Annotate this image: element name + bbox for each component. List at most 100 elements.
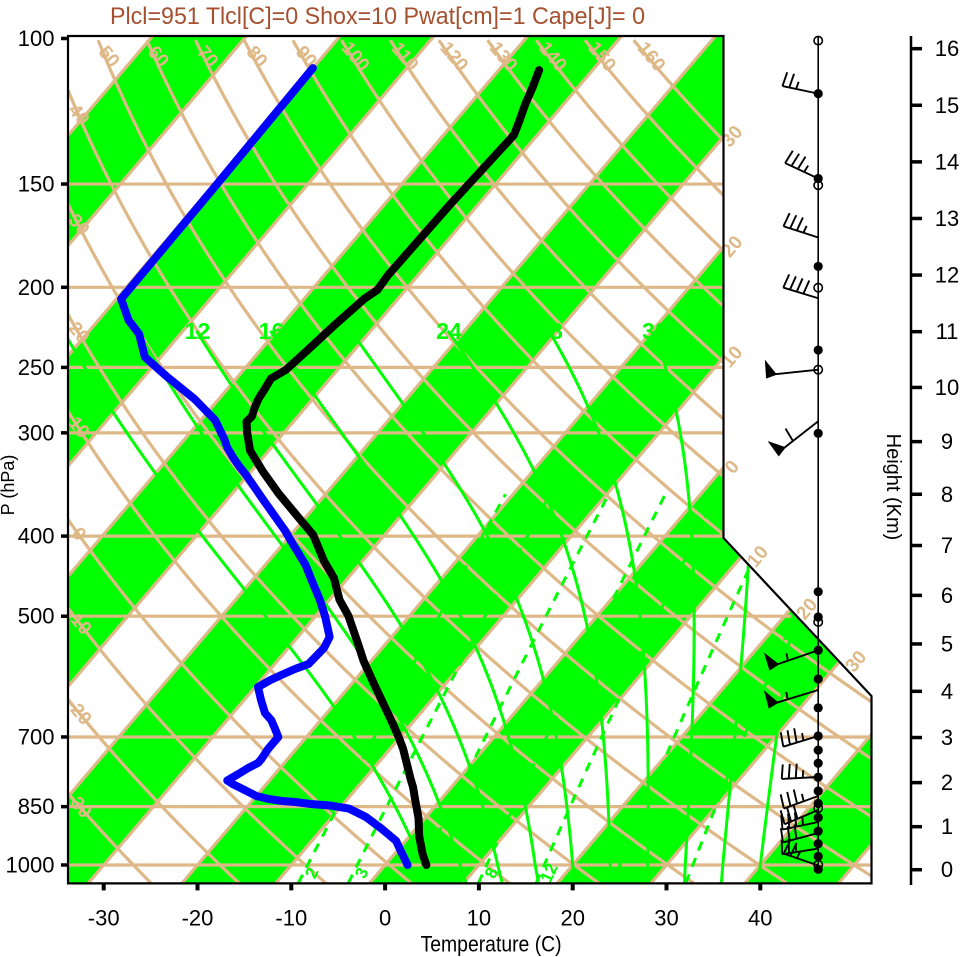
wind-barb-full-tick <box>780 815 784 830</box>
wind-barb-half-tick <box>795 81 800 90</box>
mixing-ratio-line <box>346 493 552 884</box>
height-tick-label: 7 <box>941 533 953 558</box>
level-circle <box>813 616 824 627</box>
wind-barb-shaft <box>783 420 819 449</box>
dry-adiabat-line <box>242 39 872 884</box>
isotherm-line <box>68 36 437 884</box>
level-circle <box>813 803 824 814</box>
wind-barb-full-tick <box>802 280 811 295</box>
height-tick-label: 16 <box>935 36 959 61</box>
wind-barb <box>782 212 819 239</box>
wind-barb-full-tick <box>793 812 798 827</box>
wind-barb <box>784 150 819 180</box>
wind-barb-full-tick <box>797 156 807 170</box>
height-tick-label: 2 <box>941 770 953 795</box>
isotherm-line <box>68 36 250 884</box>
height-tick-label: 8 <box>941 482 953 507</box>
moist-adiabat-line <box>547 330 650 884</box>
level-dot <box>813 428 823 438</box>
sounding-curves <box>117 64 544 869</box>
wind-barb-pennant <box>763 690 779 709</box>
height-axis-title: Height (Km) <box>882 434 904 541</box>
dry-adiabat-line <box>68 39 695 884</box>
wind-barb <box>781 72 819 95</box>
dry-adiabat-line <box>68 39 511 884</box>
level-dot <box>813 745 823 755</box>
wind-barb-full-tick <box>782 212 791 227</box>
wind-barb-full-tick <box>779 810 786 825</box>
level-dot <box>813 173 823 184</box>
pressure-tick-label: 100 <box>18 26 55 51</box>
wind-barb-half-tick <box>796 851 802 859</box>
wind-barb-shaft <box>784 809 819 826</box>
height-tick-label: 14 <box>935 149 959 174</box>
wind-barb-pennant <box>763 652 780 671</box>
wind-barb-half-tick <box>785 653 789 661</box>
moist-adiabat-label: 28 <box>537 318 563 344</box>
frame-outline <box>66 34 873 885</box>
wind-barb-full-tick <box>781 72 789 87</box>
level-dot <box>813 851 823 861</box>
wind-barb <box>782 273 819 300</box>
wind-barb-full-tick <box>795 278 804 293</box>
height-tick-label: 9 <box>941 429 953 454</box>
height-tick-label: 3 <box>941 725 953 750</box>
wind-barb-full-tick <box>787 813 791 829</box>
wind-barb-column <box>763 35 824 874</box>
wind-barb-full-tick <box>789 214 798 229</box>
level-dot <box>813 731 823 741</box>
wind-barb-full-tick <box>779 794 785 809</box>
wind-barb-full-tick <box>787 838 791 854</box>
wind-barb-full-tick <box>780 764 784 779</box>
dry-adiabat-line <box>583 39 872 884</box>
pressure-tick-label: 700 <box>18 724 55 749</box>
moist-adiabat-label: 32 <box>642 318 668 344</box>
temperature-curve <box>242 66 544 869</box>
pressure-tick-label: 850 <box>18 794 55 819</box>
wind-barb-full-tick <box>794 763 798 779</box>
wind-barb <box>780 763 819 780</box>
moist-adiabat-line <box>68 330 432 884</box>
wind-barb-full-tick <box>784 428 794 442</box>
wind-barb-full-tick <box>788 73 795 88</box>
wind-barb <box>763 689 819 709</box>
wind-barb-full-tick <box>782 840 791 855</box>
moist-adiabat-line <box>719 330 754 884</box>
dry-adiabat-line <box>96 39 872 884</box>
height-tick-label: 1 <box>941 814 953 839</box>
moist-adiabat-line <box>136 330 468 884</box>
level-circle <box>813 282 824 293</box>
wind-barb-half-tick <box>803 165 809 173</box>
height-tick-label: 11 <box>936 319 959 344</box>
wind-barb-full-tick <box>786 730 791 745</box>
moist-adiabat-label: 24 <box>436 318 462 344</box>
isotherm-line <box>68 36 531 884</box>
tan-grid-lines <box>68 36 872 884</box>
moist-adiabat-label: 16 <box>259 318 285 344</box>
moist-adiabat-line <box>195 330 504 884</box>
wind-barb <box>779 728 819 748</box>
wind-barb <box>782 840 819 867</box>
height-tick-label: 13 <box>935 206 959 231</box>
moist-adiabat-label: 12 <box>185 318 211 344</box>
dry-adiabat-line <box>486 39 872 884</box>
pressure-axis-title: P (hPa) <box>0 455 18 516</box>
wind-barb-half-tick <box>801 770 805 778</box>
wind-barb-full-tick <box>793 824 798 839</box>
dry-adiabat-line <box>68 39 241 884</box>
wind-barb-shaft <box>784 162 819 180</box>
mixing-ratio-line <box>476 493 667 884</box>
pressure-tick-label: 400 <box>18 524 55 549</box>
wind-barb-shaft <box>783 225 819 239</box>
wind-barb-full-tick <box>782 273 791 288</box>
pressure-tick-label: 300 <box>18 420 55 445</box>
wind-barb-shaft <box>783 286 819 300</box>
height-tick-label: 10 <box>935 375 959 400</box>
dry-adiabat-line <box>291 39 872 884</box>
green-moisture-lines <box>68 330 849 884</box>
wind-barb-full-tick <box>789 276 797 291</box>
wind-barb <box>779 789 819 810</box>
wind-barb-full-tick <box>786 826 791 841</box>
